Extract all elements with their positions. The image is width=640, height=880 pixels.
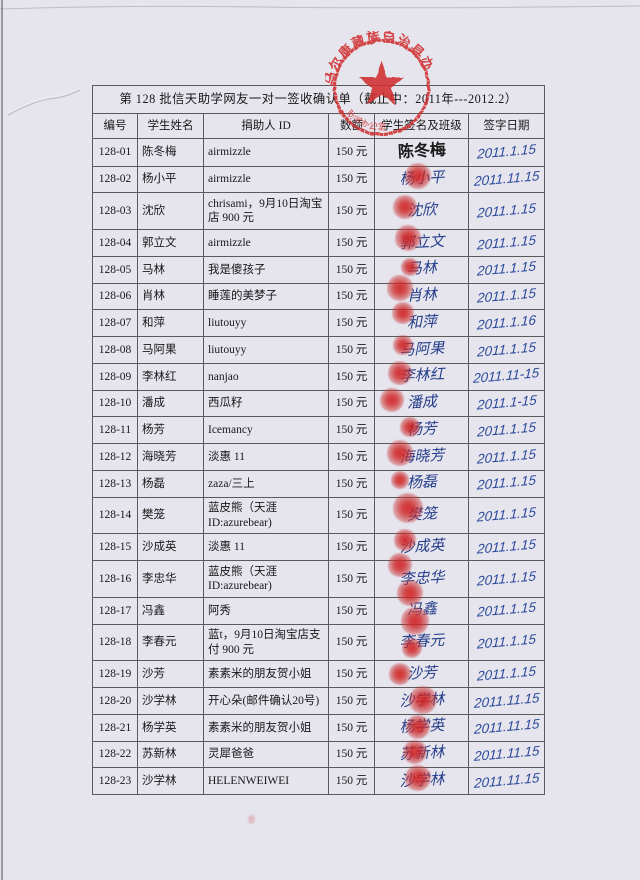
svg-text:助学办公室: 助学办公室 (345, 108, 387, 132)
